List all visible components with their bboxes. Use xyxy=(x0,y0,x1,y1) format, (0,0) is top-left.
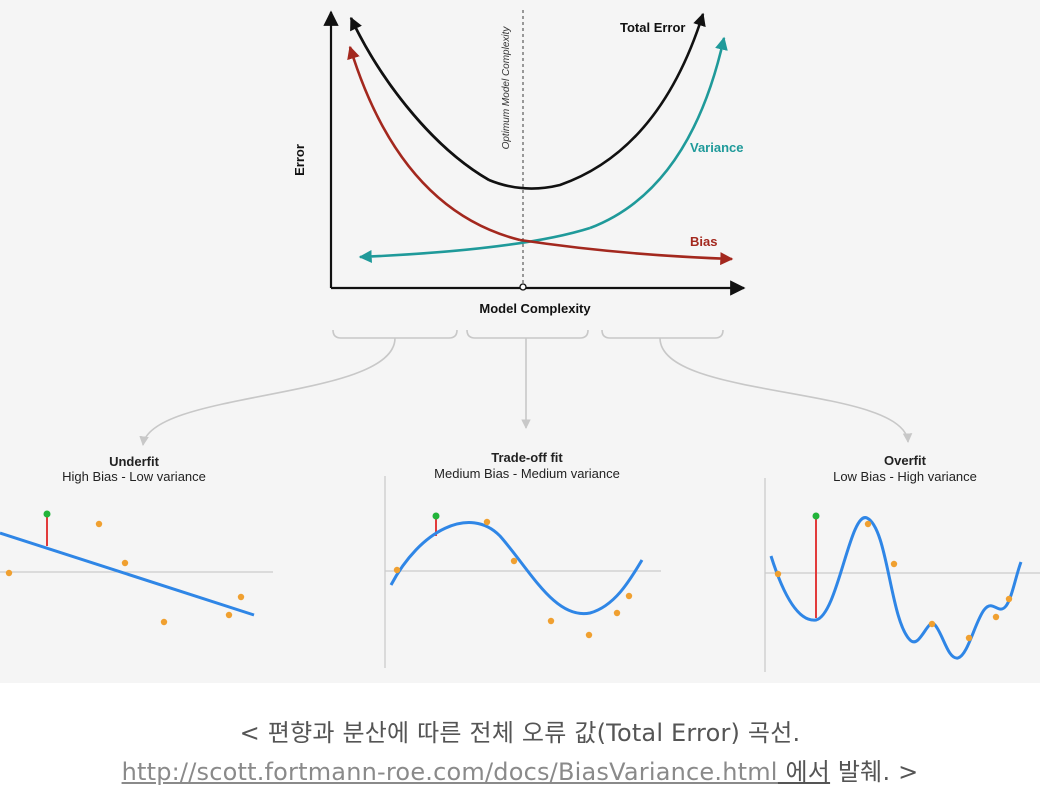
overfit-point xyxy=(928,620,936,628)
tradeoff-point xyxy=(547,617,555,625)
bias-label: Bias xyxy=(690,234,717,249)
overfit-point xyxy=(992,613,1000,621)
bracket-right xyxy=(601,329,724,339)
optimum-label: Optimum Model Complexity xyxy=(501,26,512,150)
bracket-left xyxy=(332,329,458,339)
overfit-highlight-point xyxy=(812,512,820,520)
source-suffix-underlined: 에서 xyxy=(777,758,831,786)
tradeoff-panel xyxy=(384,476,661,668)
variance-curve-rise xyxy=(589,36,728,230)
tradeoff-point xyxy=(585,631,593,639)
tradeoff-point xyxy=(483,518,491,526)
bracket-middle xyxy=(466,329,589,339)
overfit-panel xyxy=(764,478,1040,672)
underfit-point xyxy=(5,569,13,577)
y-axis-label: Error xyxy=(292,144,307,176)
underfit-subtitle: High Bias - Low variance xyxy=(62,469,206,484)
error-complexity-chart: Error Model Complexity Optimum Model Com… xyxy=(292,10,746,316)
overfit-fit-curve xyxy=(769,516,1023,660)
bias-variance-figure: Error Model Complexity Optimum Model Com… xyxy=(0,0,1040,672)
tradeoff-highlight-point xyxy=(432,512,440,520)
tradeoff-point xyxy=(625,592,633,600)
underfit-point xyxy=(121,559,129,567)
underfit-title: Underfit xyxy=(109,454,160,469)
total-error-curve-start xyxy=(349,16,490,182)
caption-source: http://scott.fortmann-roe.com/docs/BiasV… xyxy=(0,752,1040,787)
underfit-point xyxy=(225,611,233,619)
overfit-point xyxy=(864,520,872,528)
overfit-point xyxy=(1005,595,1013,603)
underfit-fit-line xyxy=(0,531,255,617)
underfit-highlight-point xyxy=(43,510,51,518)
underfit-point xyxy=(95,520,103,528)
caption-title: < 편향과 분산에 따른 전체 오류 값(Total Error) 곡선. xyxy=(239,719,801,747)
tradeoff-fit-curve xyxy=(389,521,644,616)
bias-curve xyxy=(347,45,521,242)
panel-titles: Underfit High Bias - Low variance Trade-… xyxy=(62,450,977,484)
overfit-point xyxy=(965,634,973,642)
source-suffix: 발췌. > xyxy=(830,758,919,786)
tradeoff-title: Trade-off fit xyxy=(491,450,563,465)
tradeoff-subtitle: Medium Bias - Medium variance xyxy=(434,466,620,481)
variance-label: Variance xyxy=(690,140,744,155)
tradeoff-point xyxy=(393,566,401,574)
x-axis-label: Model Complexity xyxy=(479,301,591,316)
underfit-point xyxy=(160,618,168,626)
underfit-panel xyxy=(0,510,273,626)
connector-underfit xyxy=(139,337,396,446)
overfit-point xyxy=(774,570,782,578)
tradeoff-point xyxy=(613,609,621,617)
tradeoff-point xyxy=(510,557,518,565)
underfit-point xyxy=(237,593,245,601)
variance-curve xyxy=(358,226,591,263)
figure-background xyxy=(0,0,1040,683)
source-link[interactable]: http://scott.fortmann-roe.com/docs/BiasV… xyxy=(121,758,778,786)
overfit-subtitle: Low Bias - High variance xyxy=(833,469,977,484)
region-brackets xyxy=(139,329,913,446)
bias-curve-tail xyxy=(519,238,734,266)
connector-overfit xyxy=(659,337,913,443)
optimum-marker xyxy=(519,283,527,291)
overfit-point xyxy=(890,560,898,568)
overfit-title: Overfit xyxy=(884,453,927,468)
total-error-label: Total Error xyxy=(620,20,686,35)
